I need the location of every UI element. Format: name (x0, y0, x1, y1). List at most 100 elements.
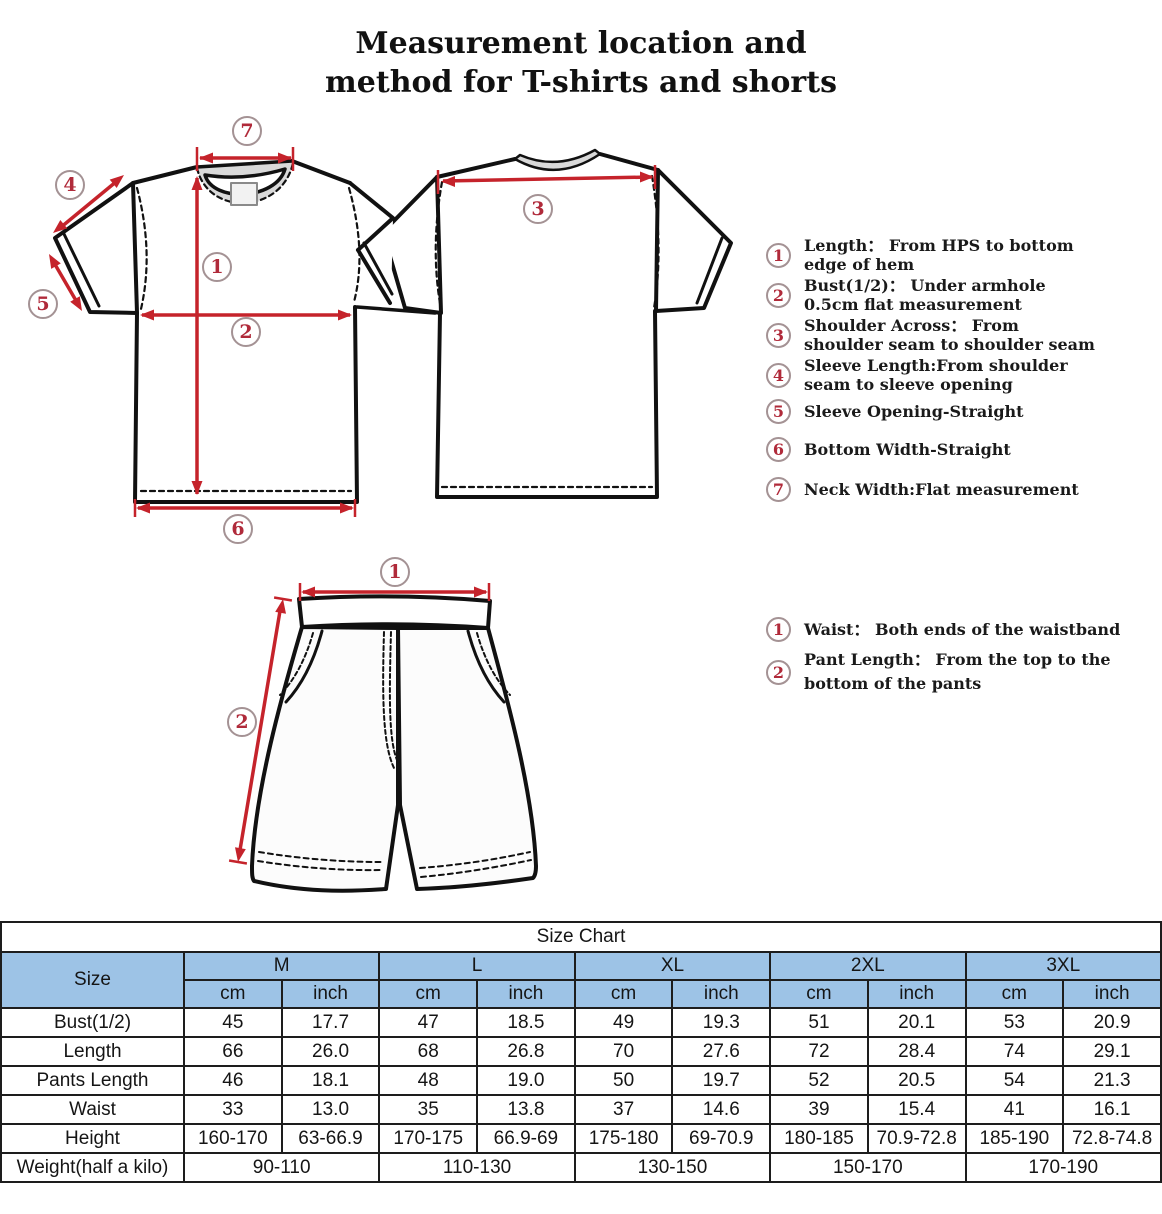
shorts-drawing (250, 594, 538, 893)
unit-cell: inch (671, 979, 772, 1009)
tshirt-legend-item-3: 3 Shoulder Across： From shoulder seam to… (766, 316, 1095, 354)
diagram-marker-7: 7 (232, 116, 262, 146)
tshirt-legend-item-7: 7 Neck Width:Flat measurement (766, 477, 1079, 502)
unit-cell: inch (1062, 979, 1162, 1009)
value-cell: 47 (378, 1007, 479, 1038)
shorts-marker-2: 2 (227, 707, 257, 737)
value-cell: 68 (378, 1036, 479, 1067)
value-cell: 51 (769, 1007, 869, 1038)
value-cell: 170-175 (378, 1123, 479, 1154)
value-cell: 160-170 (183, 1123, 283, 1154)
shorts-marker-1: 1 (380, 557, 410, 587)
size-header-l: L (378, 951, 576, 981)
value-cell: 19.3 (671, 1007, 772, 1038)
value-cell: 63-66.9 (280, 1123, 381, 1154)
value-cell-span: 170-190 (964, 1152, 1162, 1183)
value-cell: 28.4 (866, 1036, 967, 1067)
value-cell: 18.1 (280, 1065, 381, 1096)
unit-cell: cm (964, 979, 1065, 1009)
value-cell: 180-185 (769, 1123, 869, 1154)
value-cell: 175-180 (573, 1123, 674, 1154)
table-row-length: Length 66 26.0 68 26.8 70 27.6 72 28.4 7… (0, 1036, 1162, 1067)
tshirt-legend-item-2: 2 Bust(1/2)： Under armhole 0.5cm flat me… (766, 276, 1046, 314)
tshirt-legend-item-6: 6 Bottom Width-Straight (766, 437, 1011, 462)
measurement-arrows (49, 147, 657, 865)
value-cell: 19.7 (671, 1065, 772, 1096)
diagram-marker-2: 2 (231, 317, 261, 347)
table-row-height: Height 160-170 63-66.9 170-175 66.9-69 1… (0, 1123, 1162, 1154)
size-header-xl: XL (573, 951, 772, 981)
legend-text-2: Bust(1/2)： Under armhole 0.5cm flat meas… (804, 276, 1046, 314)
unit-cell: cm (378, 979, 479, 1009)
legend-badge-5: 5 (766, 399, 791, 424)
unit-cell: inch (866, 979, 967, 1009)
value-cell: 45 (183, 1007, 283, 1038)
size-header-3xl: 3XL (964, 951, 1162, 981)
value-cell-span: 90-110 (182, 1152, 381, 1183)
value-cell: 66.9-69 (476, 1123, 576, 1154)
legend-line: Sleeve Opening-Straight (804, 402, 1024, 421)
legend-text-6: Bottom Width-Straight (804, 440, 1011, 459)
legend-line: 0.5cm flat measurement (804, 295, 1022, 314)
unit-cell: inch (476, 979, 576, 1009)
legend-text-4: Sleeve Length:From shoulder seam to slee… (804, 356, 1068, 394)
legend-line: Length： From HPS to bottom (804, 236, 1074, 255)
value-cell: 37 (573, 1094, 674, 1125)
shorts-legend-badge-2: 2 (766, 659, 791, 685)
legend-line: bottom of the pants (804, 674, 982, 693)
value-cell: 13.8 (476, 1094, 576, 1125)
row-label: Bust(1/2) (0, 1007, 185, 1038)
row-label: Height (0, 1123, 185, 1154)
legend-line: Waist： Both ends of the waistband (804, 619, 1121, 639)
row-label: Waist (0, 1094, 185, 1125)
size-chart-table: Size Chart Size M L XL 2XL 3XL cm inch c… (0, 921, 1162, 1183)
value-cell: 41 (964, 1094, 1065, 1125)
value-cell: 29.1 (1062, 1036, 1162, 1067)
value-cell: 46 (183, 1065, 283, 1096)
value-cell: 20.1 (866, 1007, 967, 1038)
value-cell: 15.4 (866, 1094, 967, 1125)
unit-cell: cm (573, 979, 674, 1009)
unit-cell: cm (183, 979, 283, 1009)
legend-line: Shoulder Across： From (804, 316, 1019, 335)
page-title-line1: Measurement location and (355, 26, 807, 61)
diagram-marker-4: 4 (55, 170, 85, 200)
page-title: Measurement location and method for T-sh… (0, 24, 1162, 102)
value-cell: 16.1 (1062, 1094, 1162, 1125)
legend-text-3: Shoulder Across： From shoulder seam to s… (804, 316, 1095, 354)
value-cell: 27.6 (671, 1036, 772, 1067)
legend-line: Bust(1/2)： Under armhole (804, 276, 1046, 295)
value-cell: 185-190 (964, 1123, 1065, 1154)
diagram-marker-3: 3 (523, 194, 553, 224)
legend-line: Bottom Width-Straight (804, 440, 1011, 459)
table-row-waist: Waist 33 13.0 35 13.8 37 14.6 39 15.4 41… (0, 1094, 1162, 1125)
value-cell: 13.0 (280, 1094, 381, 1125)
page-title-line2: method for T-shirts and shorts (325, 65, 837, 100)
size-corner-cell: Size (0, 951, 185, 1009)
value-cell: 70 (573, 1036, 674, 1067)
value-cell: 50 (573, 1065, 674, 1096)
value-cell: 49 (573, 1007, 674, 1038)
value-cell: 26.8 (476, 1036, 576, 1067)
value-cell: 35 (378, 1094, 479, 1125)
size-chart-title-row: Size Chart (0, 921, 1162, 953)
value-cell: 66 (183, 1036, 283, 1067)
value-cell: 20.5 (866, 1065, 967, 1096)
size-header-m: M (182, 951, 381, 981)
table-row-pants-length: Pants Length 46 18.1 48 19.0 50 19.7 52 … (0, 1065, 1162, 1096)
legend-text-1: Length： From HPS to bottom edge of hem (804, 236, 1074, 274)
diagram-marker-5: 5 (28, 289, 58, 319)
value-cell: 19.0 (476, 1065, 576, 1096)
value-cell-span: 130-150 (573, 1152, 772, 1183)
value-cell: 69-70.9 (671, 1123, 772, 1154)
unit-cell: inch (280, 979, 381, 1009)
legend-text-7: Neck Width:Flat measurement (804, 480, 1079, 499)
size-chart-title: Size Chart (0, 921, 1162, 953)
shorts-legend-badge-1: 1 (766, 617, 791, 642)
row-label: Length (0, 1036, 185, 1067)
legend-text-5: Sleeve Opening-Straight (804, 402, 1024, 421)
legend-badge-1: 1 (766, 242, 791, 268)
value-cell: 21.3 (1062, 1065, 1162, 1096)
legend-line: Sleeve Length:From shoulder (804, 356, 1068, 375)
